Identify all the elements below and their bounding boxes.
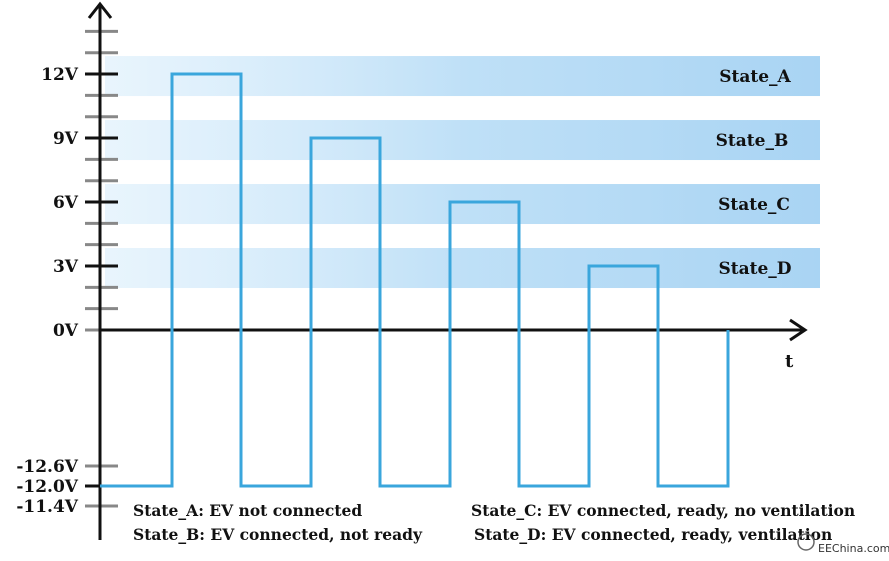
- y-axis-arrowhead: [87, 1, 113, 19]
- band-label-state_d: State_D: [718, 259, 791, 279]
- watermark-text: EEChina.com: [818, 542, 889, 555]
- y-tick-labels: 12V 9V 6V 3V 0V -11.4V-12.0V-12.6V: [16, 65, 78, 517]
- waveform: [100, 72, 730, 488]
- band-state_d: [105, 248, 820, 289]
- watermark: EEChina.com: [797, 533, 889, 555]
- y-tick-label: 9V: [53, 129, 79, 149]
- band-label-state_c: State_C: [718, 195, 790, 215]
- watermark-logo-icon: [797, 533, 815, 551]
- band-state_a: [105, 56, 820, 97]
- legend-item: State_B: EV connected, not ready: [133, 525, 423, 544]
- band-state_b: [105, 120, 820, 161]
- band-label-state_b: State_B: [716, 131, 789, 151]
- band-state_c: [105, 184, 820, 225]
- waveform-line: [100, 72, 730, 488]
- state-bands: State_A State_B State_C State_D: [105, 56, 820, 289]
- y-tick-label: 3V: [53, 257, 79, 277]
- y-tick-label: -12.0V: [16, 477, 78, 497]
- y-tick-label: -11.4V: [16, 497, 78, 517]
- x-axis-arrowhead: [789, 318, 808, 342]
- y-tick-label: 12V: [41, 65, 79, 85]
- axes: [87, 1, 808, 540]
- legend-item: State_D: EV connected, ready, ventilatio…: [474, 525, 832, 544]
- legend: State_A: EV not connected State_B: EV con…: [133, 501, 855, 544]
- x-axis-label: t: [785, 351, 794, 372]
- band-label-state_a: State_A: [719, 67, 791, 87]
- y-tick-label: -12.6V: [16, 457, 78, 477]
- y-tick-label: 0V: [53, 321, 79, 341]
- y-tick-label: 6V: [53, 193, 79, 213]
- legend-item: State_C: EV connected, ready, no ventila…: [471, 501, 855, 520]
- legend-item: State_A: EV not connected: [133, 501, 362, 520]
